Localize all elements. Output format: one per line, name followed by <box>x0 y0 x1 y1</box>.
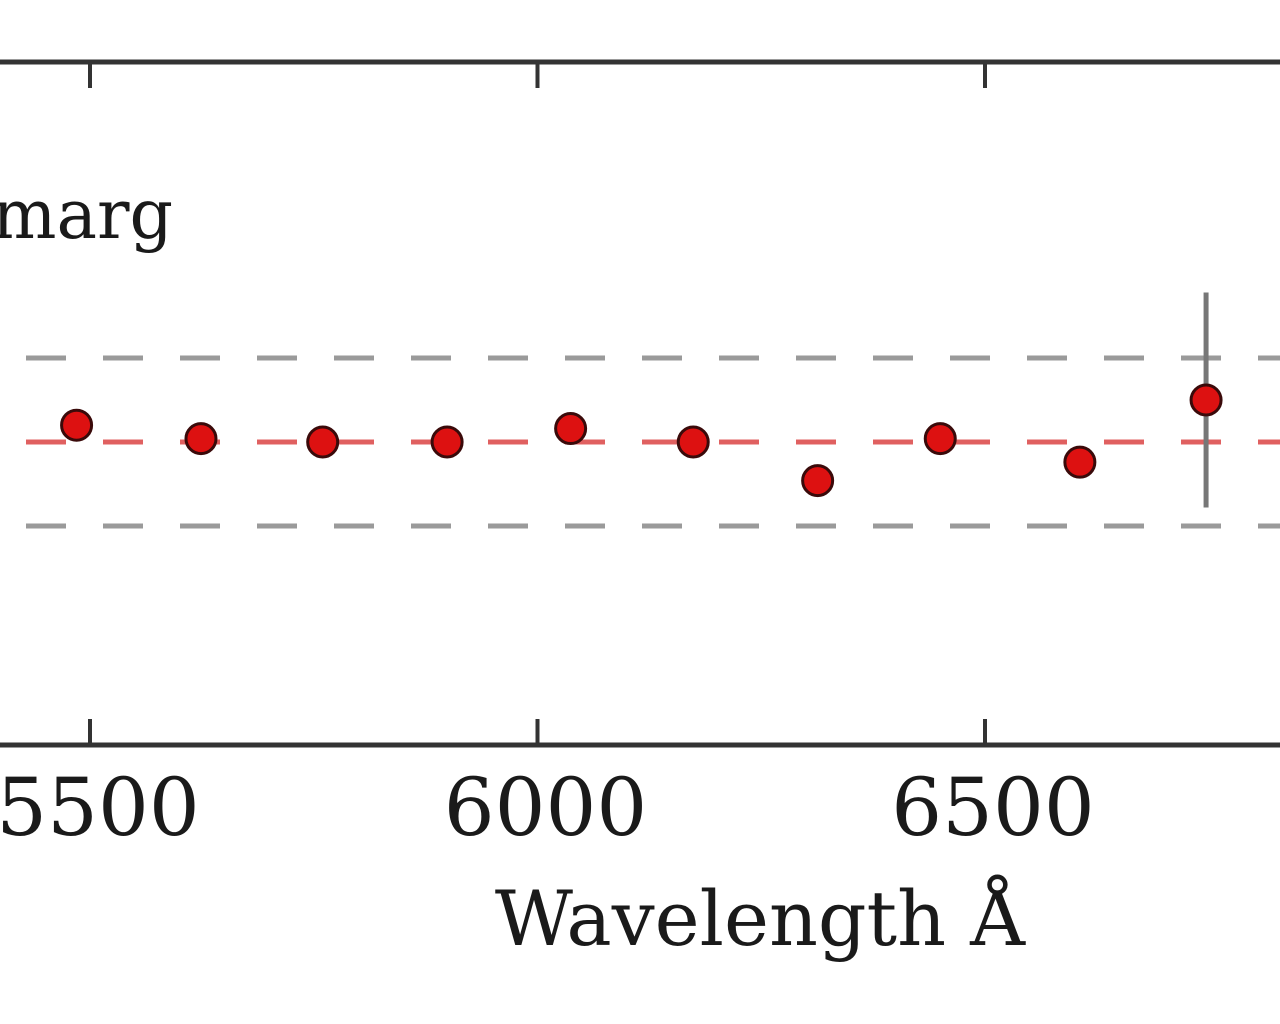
x-tick-label: 6500 <box>891 761 1095 854</box>
x-tick-label: 5500 <box>0 761 200 854</box>
x-tick-label: 6000 <box>444 761 648 854</box>
data-point-8 <box>1063 445 1097 479</box>
data-point-9 <box>1189 383 1223 417</box>
x-axis-ticks: 5500 6000 6500 <box>0 62 1095 854</box>
x-axis-label: Wavelength Å <box>495 873 1026 963</box>
data-point-1 <box>184 422 218 456</box>
data-point-4 <box>554 412 588 446</box>
data-point-7 <box>923 422 957 456</box>
data-point-3 <box>430 425 464 459</box>
data-point-0 <box>60 408 94 442</box>
legend-label: marg <box>0 176 173 255</box>
data-points <box>60 292 1223 508</box>
data-point-2 <box>306 425 340 459</box>
data-point-6 <box>801 464 835 498</box>
data-point-5 <box>676 425 710 459</box>
reference-lines <box>26 355 1280 529</box>
